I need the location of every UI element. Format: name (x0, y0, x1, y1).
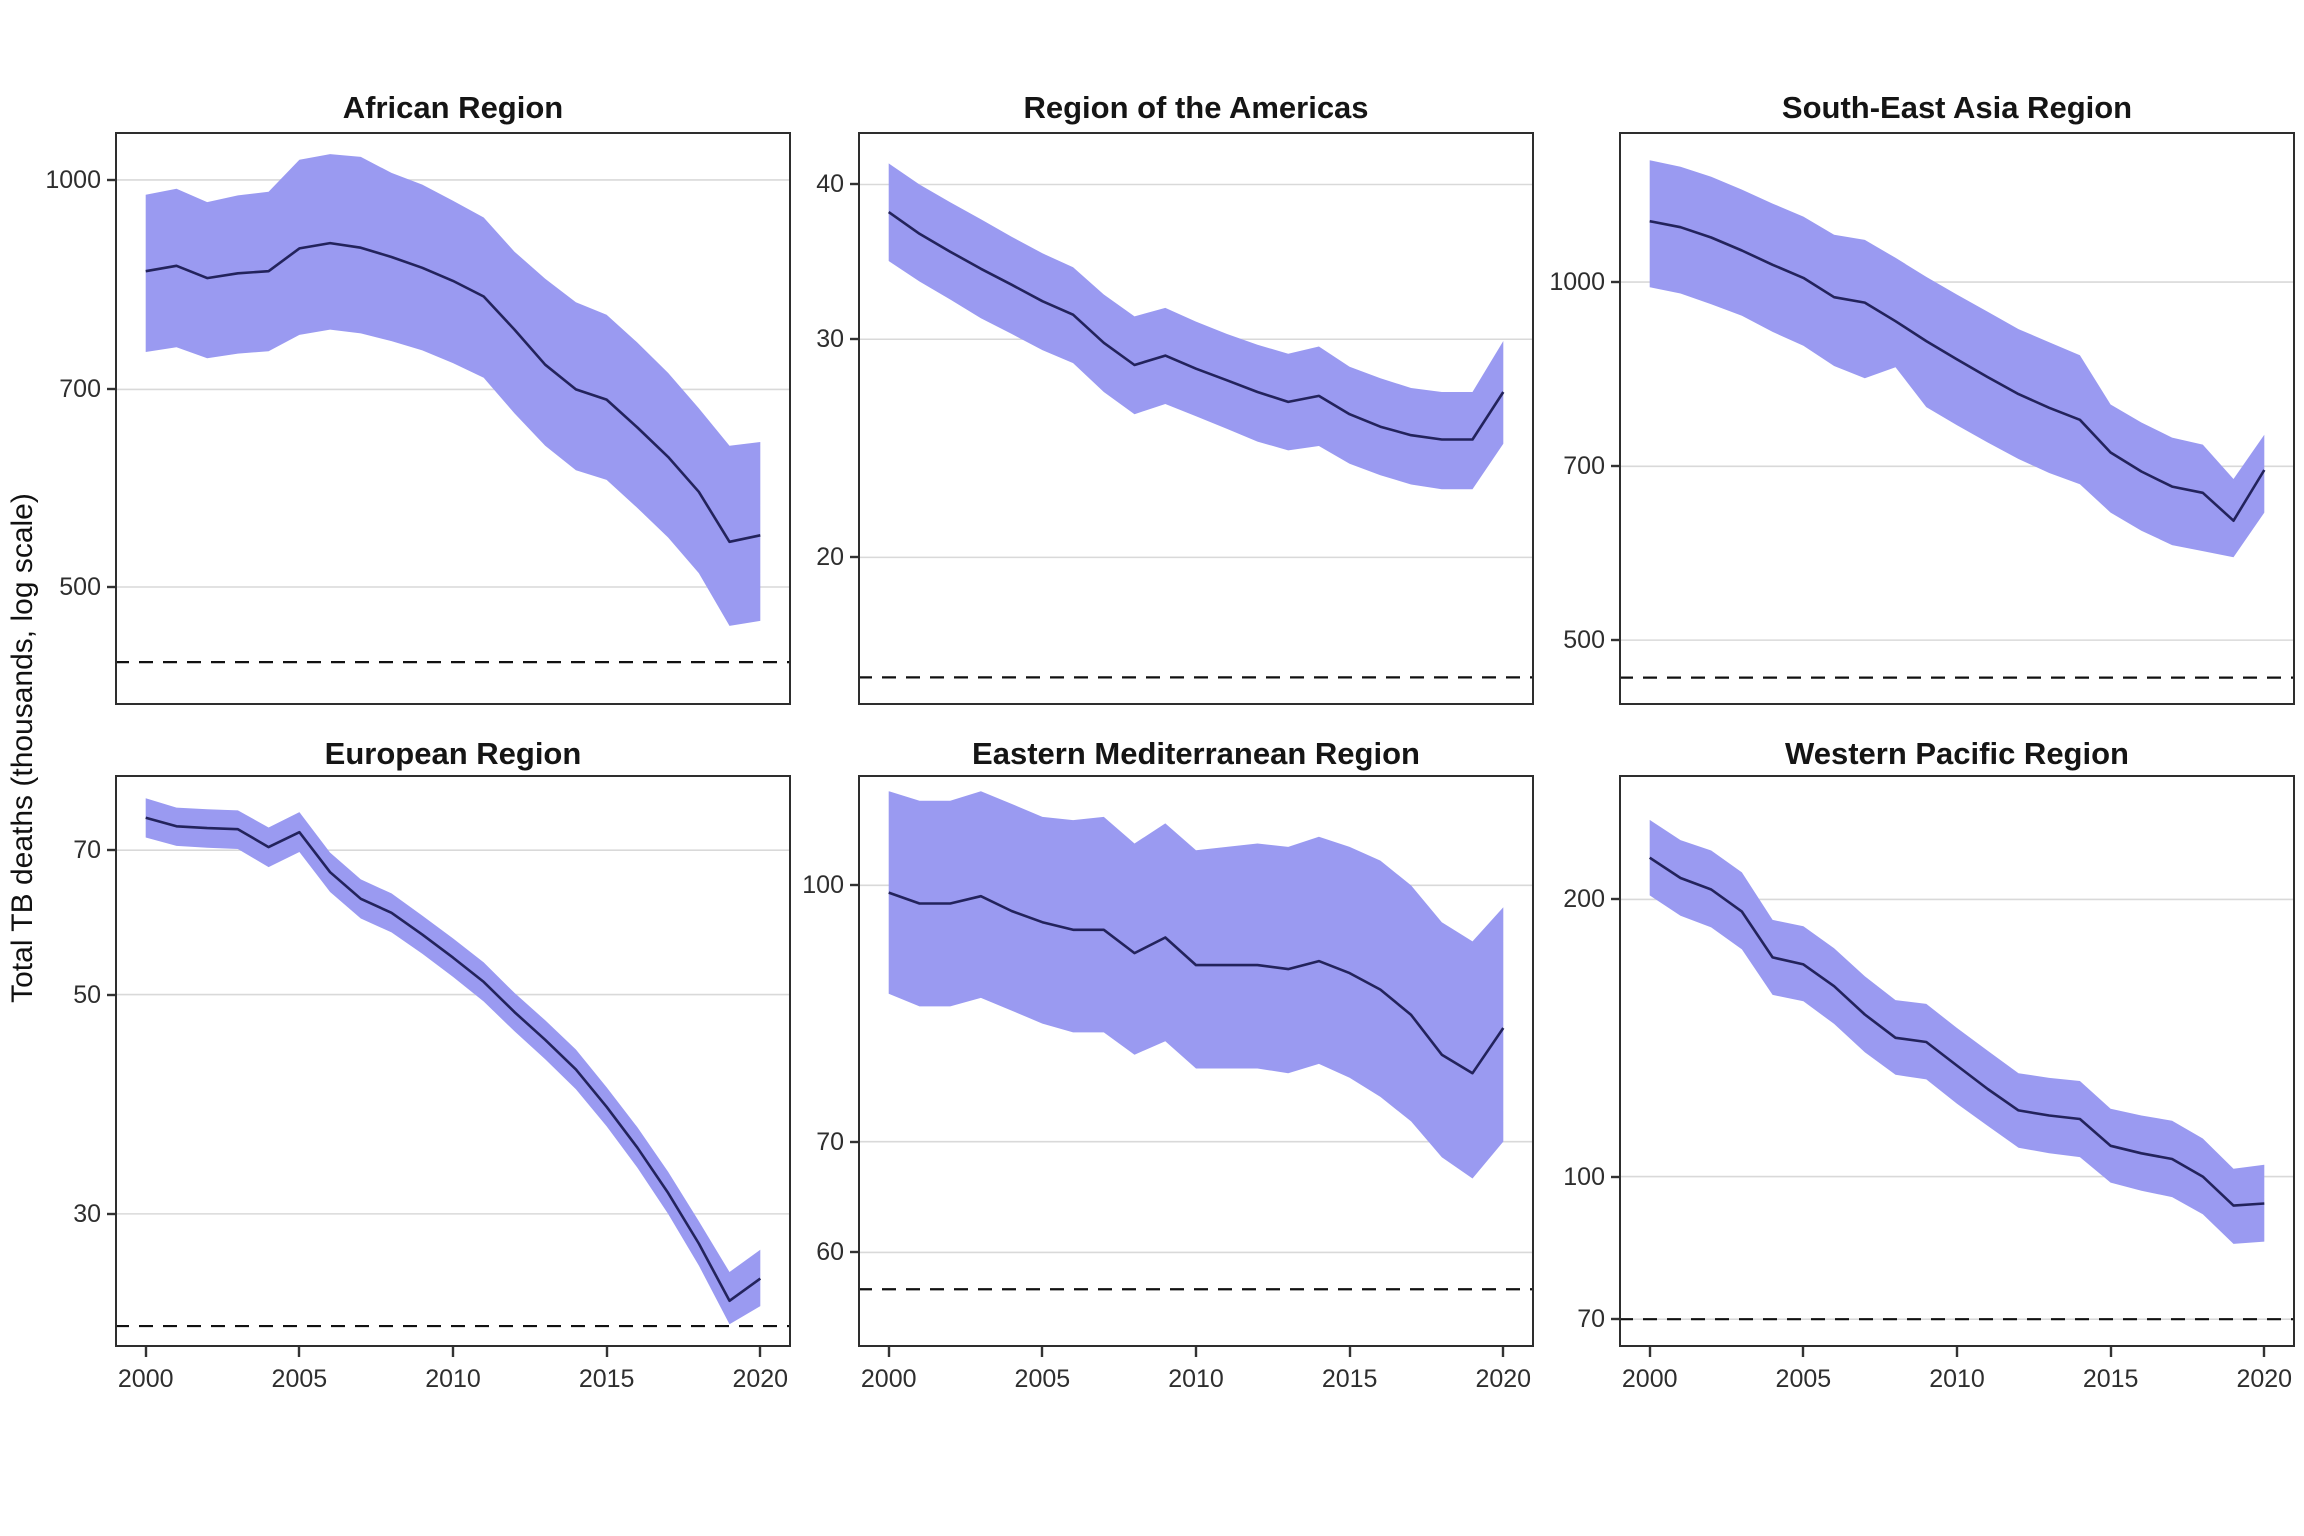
y-tick-mark (850, 338, 858, 341)
x-tick-label: 2020 (732, 1365, 789, 1393)
y-tick-label: 50 (73, 980, 101, 1009)
y-tick-mark (107, 585, 115, 589)
panel-title-western-pacific-region: Western Pacific Region (1785, 736, 2129, 771)
y-tick-mark (850, 1251, 858, 1254)
y-tick-label: 70 (73, 836, 101, 865)
x-tick-mark (1955, 1347, 1959, 1357)
confidence-band (145, 798, 761, 1325)
y-tick-mark (107, 178, 115, 182)
y-tick-mark (107, 993, 115, 996)
panel-border (858, 775, 1534, 1347)
x-tick-mark (2109, 1347, 2112, 1357)
x-tick-label: 2005 (1014, 1365, 1071, 1393)
x-tick-label: 2015 (578, 1365, 635, 1393)
trend-line (1648, 856, 2265, 1207)
x-tick-mark (605, 1347, 608, 1357)
x-tick-mark (1041, 1347, 1044, 1357)
x-tick-mark (1348, 1347, 1351, 1357)
y-tick-label: 500 (1563, 626, 1605, 655)
x-tick-label: 2010 (1929, 1365, 1985, 1393)
y-tick-mark (850, 183, 858, 186)
y-tick-mark (1611, 465, 1619, 468)
x-tick-mark (1802, 1347, 1805, 1357)
panel-title-south-east-asia-region: South-East Asia Region (1781, 90, 2133, 125)
panel-plot-eastern-mediterranean-region (858, 775, 1534, 1347)
x-tick-label: 2005 (1775, 1365, 1832, 1393)
y-tick-mark (1611, 638, 1619, 642)
confidence-band (145, 154, 761, 626)
y-axis-title: Total TB deaths (thousands, log scale) (6, 493, 39, 1003)
panel-border (858, 132, 1534, 705)
panel-border (115, 775, 791, 1347)
x-tick-mark (1502, 1347, 1505, 1357)
x-tick-label: 2010 (425, 1365, 481, 1393)
x-tick-mark (1194, 1347, 1198, 1357)
x-tick-label: 2005 (271, 1365, 328, 1393)
trend-line (1649, 219, 2266, 522)
y-tick-mark (850, 1140, 858, 1143)
y-tick-mark (1611, 898, 1619, 901)
x-tick-label: 2010 (1168, 1365, 1224, 1393)
x-tick-mark (298, 1347, 301, 1357)
x-tick-mark (759, 1347, 762, 1357)
x-tick-label: 2020 (1475, 1365, 1532, 1393)
panel-title-eastern-mediterranean-region: Eastern Mediterranean Region (972, 736, 1420, 771)
trend-line (145, 816, 762, 1303)
y-tick-label: 200 (1563, 885, 1605, 914)
x-tick-label: 2000 (117, 1365, 174, 1393)
x-tick-label: 2015 (2082, 1365, 2139, 1393)
trend-line (888, 891, 1505, 1075)
y-tick-label: 60 (816, 1238, 844, 1267)
y-tick-label: 70 (1577, 1305, 1605, 1334)
y-tick-label: 1000 (1549, 268, 1605, 297)
x-tick-mark (887, 1347, 890, 1357)
y-tick-mark (1611, 280, 1619, 284)
y-tick-label: 40 (816, 170, 844, 199)
panel-border (1619, 775, 2295, 1347)
y-tick-label: 500 (59, 573, 101, 601)
x-tick-label: 2000 (860, 1365, 917, 1393)
y-tick-mark (1611, 1175, 1619, 1178)
panel-border (115, 132, 791, 705)
panel-plot-african-region (115, 132, 791, 705)
x-tick-mark (2263, 1347, 2266, 1357)
y-tick-label: 30 (816, 325, 844, 354)
y-tick-label: 100 (802, 871, 844, 900)
panel-title-european-region: European Region (324, 736, 582, 771)
panel-plot-european-region (115, 775, 791, 1347)
confidence-band (888, 791, 1504, 1179)
y-tick-mark (107, 388, 115, 391)
y-tick-label: 700 (59, 375, 101, 404)
x-tick-label: 2020 (2236, 1365, 2293, 1393)
panel-title-african-region: African Region (342, 90, 564, 125)
y-tick-mark (107, 848, 115, 852)
trend-line (887, 211, 1505, 441)
panel-title-region-of-the-americas: Region of the Americas (1023, 90, 1369, 125)
y-tick-label: 30 (73, 1199, 101, 1228)
y-tick-label: 70 (816, 1127, 844, 1156)
y-tick-label: 1000 (45, 165, 101, 194)
confidence-band (1649, 819, 2265, 1244)
y-tick-mark (1611, 1318, 1619, 1321)
panel-plot-region-of-the-americas (858, 132, 1534, 705)
panel-plot-western-pacific-region (1619, 775, 2295, 1347)
y-tick-label: 100 (1563, 1162, 1605, 1191)
x-tick-label: 2015 (1321, 1365, 1378, 1393)
x-tick-label: 2000 (1621, 1365, 1678, 1393)
y-tick-label: 20 (816, 543, 844, 572)
x-tick-mark (144, 1347, 147, 1357)
x-tick-mark (451, 1347, 455, 1357)
y-tick-mark (850, 884, 858, 887)
panel-border (1619, 132, 2295, 705)
panel-plot-south-east-asia-region (1619, 132, 2295, 705)
y-tick-mark (107, 1212, 115, 1216)
confidence-band (888, 163, 1504, 490)
trend-line (145, 241, 761, 544)
y-tick-label: 700 (1563, 452, 1605, 481)
x-tick-mark (1648, 1347, 1651, 1357)
y-tick-mark (850, 556, 858, 559)
